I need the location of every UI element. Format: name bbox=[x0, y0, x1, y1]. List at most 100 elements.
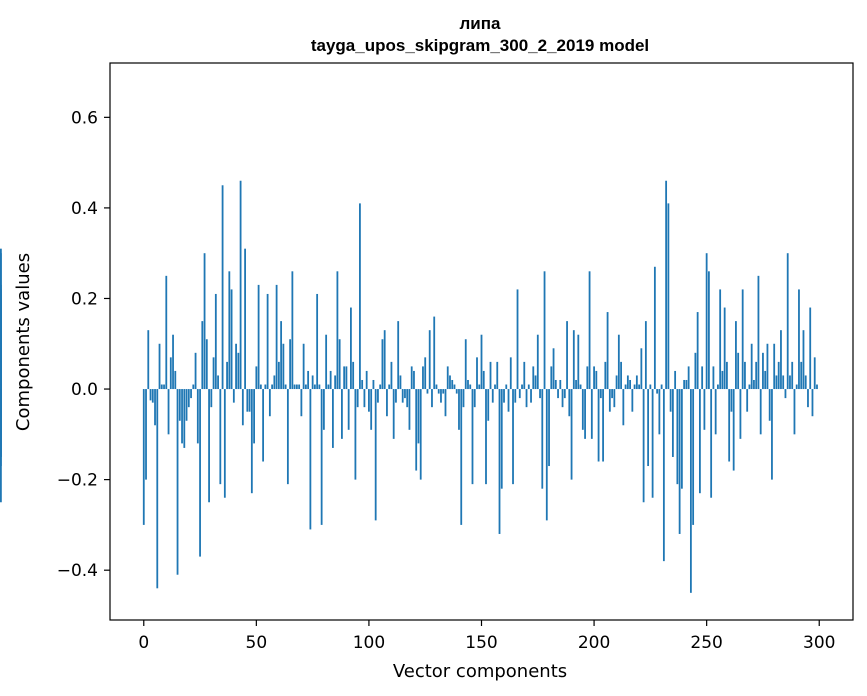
bar bbox=[685, 379, 688, 390]
bar bbox=[381, 339, 384, 390]
bar bbox=[424, 357, 427, 390]
bar bbox=[701, 366, 704, 390]
bar bbox=[665, 180, 668, 390]
bar bbox=[327, 384, 330, 390]
y-tick-label: 0.0 bbox=[71, 380, 98, 400]
bar bbox=[541, 389, 544, 489]
bar bbox=[471, 389, 474, 485]
bar bbox=[512, 389, 514, 485]
bar bbox=[638, 384, 641, 390]
bar bbox=[390, 361, 393, 390]
bar bbox=[561, 389, 564, 408]
bar bbox=[383, 330, 386, 390]
bar bbox=[489, 361, 492, 390]
bar bbox=[374, 389, 377, 521]
bar bbox=[570, 389, 573, 480]
bar bbox=[649, 384, 652, 390]
bar bbox=[771, 389, 773, 480]
bar bbox=[253, 389, 255, 444]
bar bbox=[642, 389, 645, 503]
bar bbox=[606, 312, 609, 390]
bar bbox=[640, 348, 643, 390]
bar bbox=[271, 384, 274, 390]
bar bbox=[737, 352, 740, 390]
bar bbox=[764, 370, 767, 390]
bar bbox=[608, 389, 611, 412]
bar bbox=[458, 389, 460, 430]
x-tick-label: 100 bbox=[353, 633, 385, 653]
bar bbox=[221, 185, 224, 390]
chart-title: липа bbox=[460, 14, 502, 33]
bar bbox=[194, 352, 197, 390]
bar bbox=[802, 330, 805, 390]
bar bbox=[584, 389, 586, 439]
bar bbox=[246, 389, 249, 412]
bar bbox=[444, 389, 447, 417]
bar bbox=[338, 339, 341, 390]
bar bbox=[620, 361, 622, 390]
bar bbox=[160, 384, 163, 390]
bar bbox=[543, 271, 546, 390]
bar bbox=[579, 384, 582, 390]
bar bbox=[332, 389, 334, 448]
bar bbox=[343, 366, 346, 390]
bar bbox=[575, 379, 577, 390]
bar bbox=[464, 339, 467, 390]
bar bbox=[318, 384, 321, 390]
bar bbox=[809, 307, 812, 390]
bar bbox=[813, 357, 816, 390]
bar bbox=[500, 389, 503, 489]
bar bbox=[462, 389, 465, 408]
bar bbox=[604, 361, 607, 390]
bar bbox=[149, 389, 152, 401]
bar bbox=[262, 389, 264, 462]
y-axis-label: Components values bbox=[13, 253, 34, 431]
bar bbox=[557, 389, 559, 399]
bar bbox=[498, 389, 501, 534]
bar bbox=[147, 330, 150, 390]
bar bbox=[717, 384, 719, 390]
bar bbox=[266, 293, 269, 390]
bar bbox=[476, 357, 478, 390]
bar bbox=[687, 366, 690, 390]
bar bbox=[277, 361, 280, 390]
bar bbox=[431, 389, 433, 408]
bar bbox=[365, 370, 368, 390]
bar bbox=[554, 379, 557, 390]
bar bbox=[370, 389, 373, 430]
bar bbox=[505, 384, 508, 390]
bar bbox=[417, 389, 420, 444]
bar bbox=[181, 389, 183, 444]
bar bbox=[388, 384, 391, 390]
bar bbox=[435, 384, 438, 390]
bar bbox=[696, 312, 699, 390]
bar bbox=[185, 389, 188, 421]
bar bbox=[514, 389, 517, 403]
bar bbox=[158, 343, 161, 390]
bar bbox=[503, 389, 505, 403]
bar bbox=[651, 389, 654, 498]
bar bbox=[178, 389, 181, 421]
bar bbox=[406, 389, 409, 408]
bar bbox=[568, 389, 571, 417]
bar bbox=[739, 389, 742, 439]
bar bbox=[313, 384, 316, 390]
bar bbox=[455, 389, 458, 394]
bar bbox=[699, 389, 701, 494]
x-tick-label: 50 bbox=[246, 633, 268, 653]
bar bbox=[572, 330, 575, 390]
bar bbox=[552, 348, 555, 390]
bar bbox=[680, 389, 683, 489]
bar bbox=[300, 389, 303, 417]
bar bbox=[611, 389, 613, 399]
bar bbox=[208, 389, 210, 503]
bar bbox=[401, 389, 404, 403]
bar bbox=[539, 389, 541, 399]
bar bbox=[626, 375, 629, 390]
bar bbox=[241, 389, 244, 426]
bar bbox=[647, 389, 650, 467]
x-tick-label: 250 bbox=[690, 633, 722, 653]
bar bbox=[775, 375, 778, 390]
bar bbox=[174, 370, 177, 390]
